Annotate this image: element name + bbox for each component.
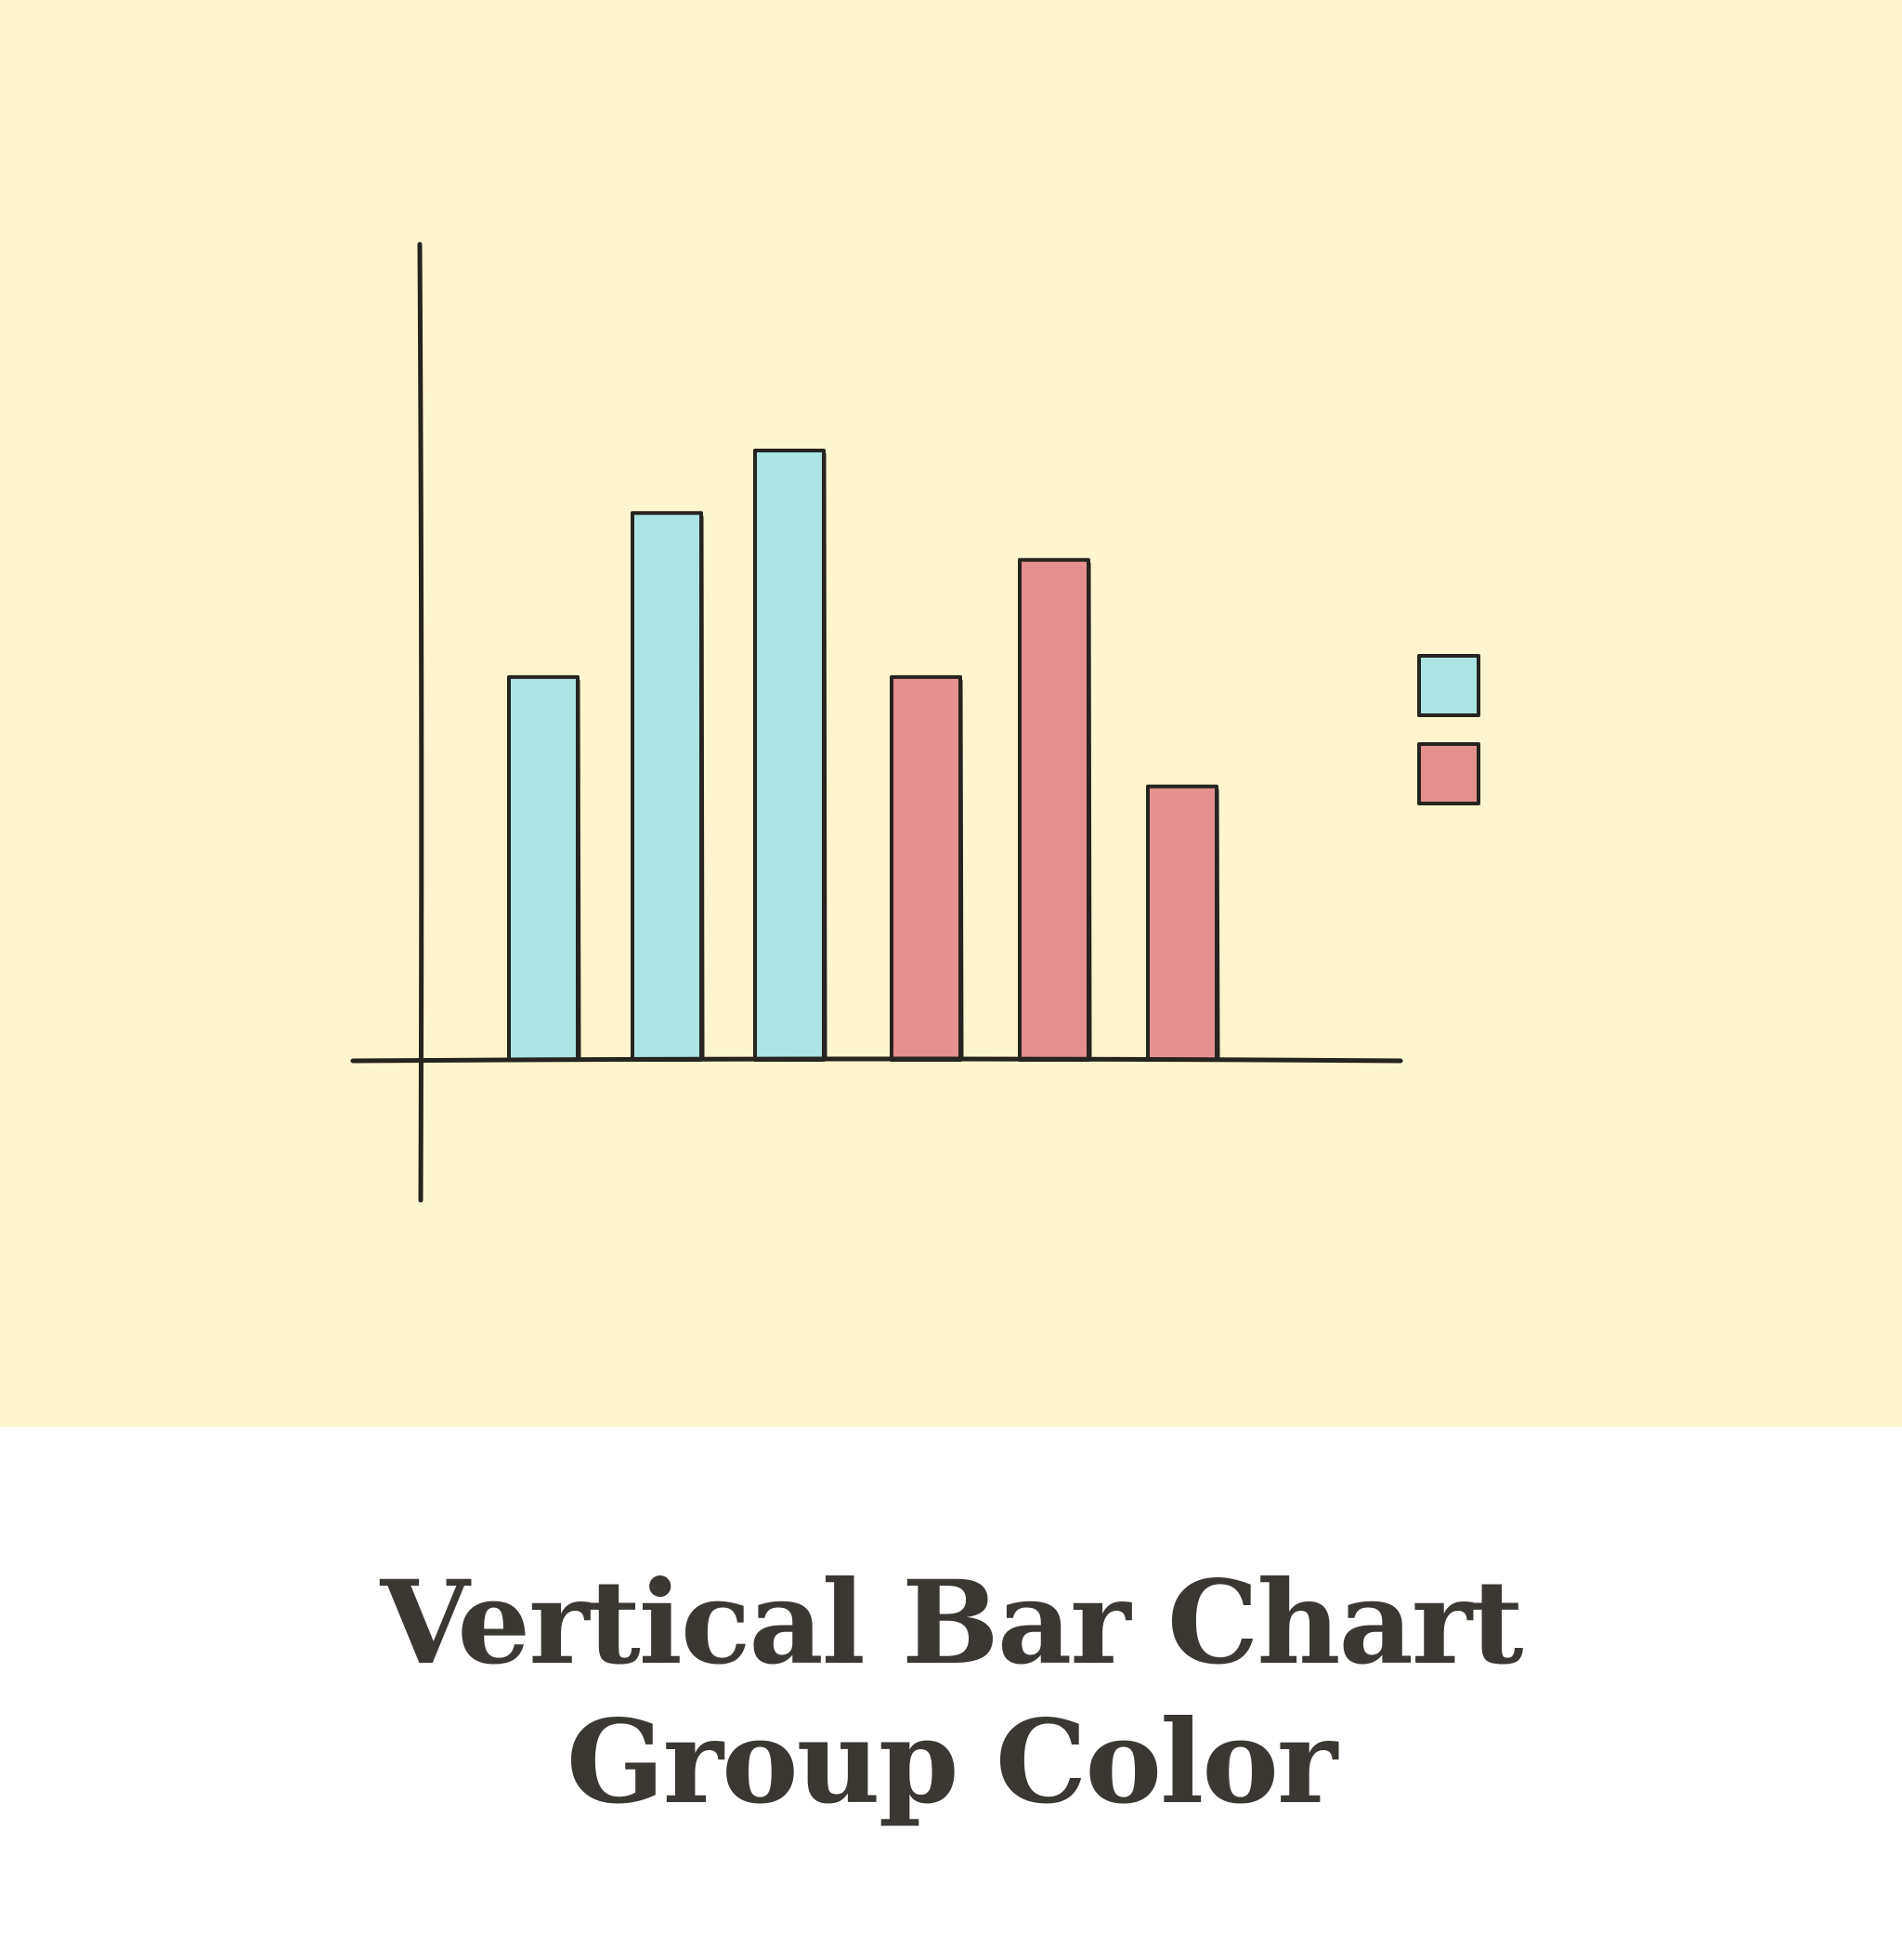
- caption-line-1: Vertical Bar Chart: [380, 1556, 1523, 1691]
- bar-4-edge: [959, 679, 964, 1060]
- legend-swatch-2: [1417, 742, 1480, 805]
- caption-line-2: Group Color: [566, 1695, 1338, 1830]
- bar-6: [1146, 784, 1218, 1063]
- bar-5-edge: [1088, 562, 1092, 1060]
- bar-3: [753, 449, 826, 1062]
- chart-panel: [0, 0, 1902, 1427]
- bar-2-edge: [700, 515, 705, 1060]
- caption: Vertical Bar Chart Group Color: [0, 1427, 1902, 1960]
- bar-4: [890, 674, 962, 1062]
- bar-5: [1018, 557, 1090, 1062]
- x-axis: [350, 1056, 1403, 1064]
- bar-1-edge: [577, 679, 581, 1060]
- bar-chart: [350, 242, 1480, 1203]
- legend-swatch-1: [1417, 654, 1480, 717]
- bar-3-edge: [823, 452, 827, 1060]
- y-axis: [417, 242, 424, 1203]
- bar-1: [507, 674, 580, 1062]
- bar-2: [631, 511, 703, 1062]
